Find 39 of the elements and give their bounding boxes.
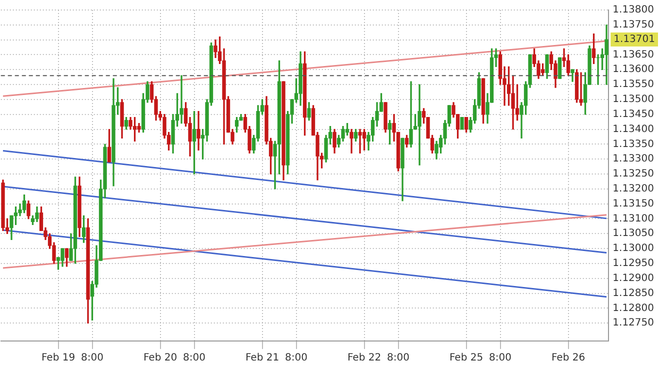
x-tick-label: Feb 26 <box>551 352 586 364</box>
candlestick <box>180 75 184 124</box>
text: 1.13701 <box>614 34 656 46</box>
x-tick-label: 8:00 <box>183 352 206 364</box>
candlestick <box>579 72 583 106</box>
y-tick-label: 1.13050 <box>612 228 654 240</box>
y-tick-label: 1.13300 <box>612 154 654 165</box>
x-tick-label: 8:00 <box>489 352 512 364</box>
x-tick-label: 8:00 <box>81 352 104 364</box>
y-tick-label: 1.13200 <box>612 184 654 195</box>
y-tick-label: 1.12900 <box>612 272 654 284</box>
y-tick-label: 1.13450 <box>612 108 654 120</box>
y-tick-label: 1.13750 <box>612 20 654 31</box>
y-tick-label: 1.13400 <box>612 124 654 135</box>
x-tick-label: 8:00 <box>387 352 410 364</box>
y-tick-label: 1.13650 <box>612 49 654 60</box>
x-tick-label: Feb 19 <box>41 352 76 364</box>
candlestick <box>196 111 200 150</box>
y-tick-label: 1.13800 <box>612 4 654 16</box>
y-tick-label: 1.13350 <box>612 138 654 150</box>
y-tick-label: 1.13250 <box>612 168 654 180</box>
x-tick-label: Feb 25 <box>449 352 484 364</box>
candlestick <box>358 128 362 154</box>
y-tick-label: 1.13600 <box>612 64 654 76</box>
y-tick-label: 1.13550 <box>612 79 654 90</box>
y-tick-label: 1.13000 <box>612 243 654 254</box>
y-tick-label: 1.12850 <box>612 288 654 299</box>
y-tick-label: 1.12750 <box>612 318 654 329</box>
y-tick-label: 1.13100 <box>612 213 654 224</box>
candlestick <box>418 84 422 166</box>
y-tick-label: 1.13500 <box>612 94 654 106</box>
y-tick-label: 1.13150 <box>612 198 654 210</box>
x-tick-label: Feb 22 <box>347 352 382 364</box>
x-tick-label: Feb 21 <box>245 352 280 364</box>
candlestick <box>409 81 413 148</box>
x-tick-label: Feb 20 <box>143 352 178 364</box>
y-tick-label: 1.12800 <box>612 302 654 314</box>
y-tick-label: 1.12950 <box>612 258 654 270</box>
x-tick-label: 8:00 <box>285 352 308 364</box>
